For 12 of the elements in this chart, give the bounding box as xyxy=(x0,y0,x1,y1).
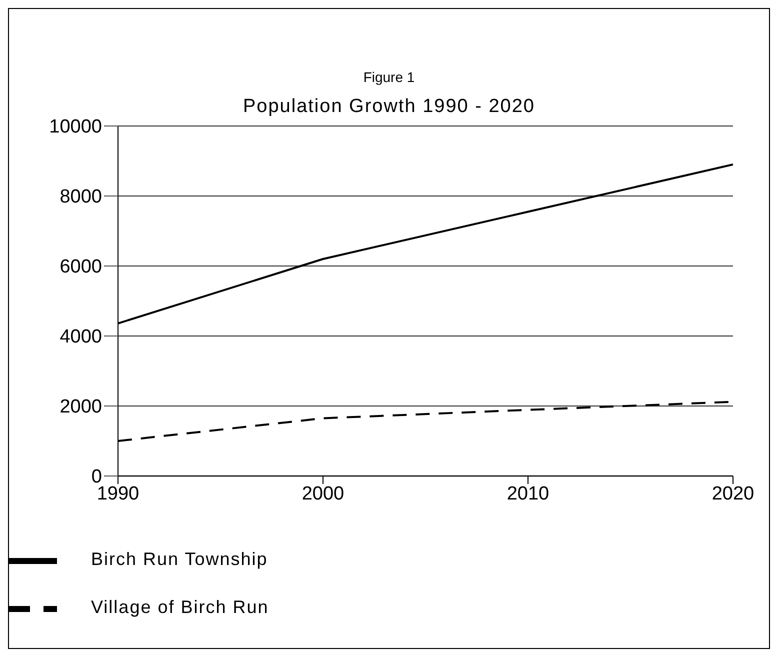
x-tick-label: 2010 xyxy=(506,483,550,504)
y-tick-label: 10000 xyxy=(49,116,102,138)
y-tick-label: 6000 xyxy=(60,256,102,278)
y-tick-label: 2000 xyxy=(60,396,102,418)
y-tick-label: 4000 xyxy=(60,326,102,348)
x-tick-label: 2000 xyxy=(302,483,344,504)
y-tick-label: 8000 xyxy=(60,186,102,208)
legend-label: Village of Birch Run xyxy=(91,597,269,618)
x-tick-label: 2020 xyxy=(712,483,754,504)
legend-label: Birch Run Township xyxy=(91,549,268,570)
chart-subtitle: Population Growth 1990 - 2020 xyxy=(242,96,536,118)
chart-title: Figure 1 xyxy=(362,69,416,85)
